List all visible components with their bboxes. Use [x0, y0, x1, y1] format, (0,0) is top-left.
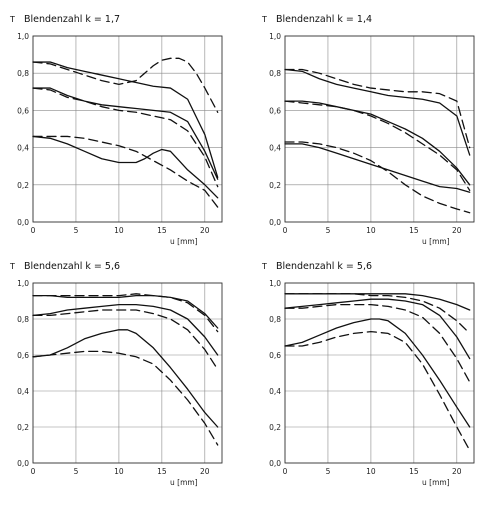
panel-1-xtick-label: 5 [74, 226, 79, 235]
panel-2-title: T Blendenzahl k = 1,4 [262, 14, 372, 25]
panel-3-xtick-label: 0 [31, 467, 36, 476]
panel-1-ylabel: T [10, 15, 15, 24]
panel-4-series-2-line [284, 293, 471, 335]
panel-1-plot: 0,0 0,2 0,4 0,6 0,8 1,0 0 5 10 15 20u [mm] [17, 32, 223, 246]
panel-2-xtick-label: 15 [409, 226, 419, 235]
panel-1-ytick-label: 1,0 [17, 32, 29, 41]
panel-4-title: T Blendenzahl k = 5,6 [262, 261, 372, 272]
panel-2-plot: 0,0 0,2 0,4 0,6 0,8 1,0 0 5 10 15 20u [mm] [269, 32, 475, 246]
panel-3-xtick-label: 15 [157, 467, 167, 476]
panel-4-xtick-label: 15 [409, 467, 419, 476]
panel-2-xtick-label: 0 [283, 226, 288, 235]
panel-2-series-6-line [284, 141, 471, 214]
panel-4-series-3-line [284, 298, 471, 360]
panel-1-series-3-line [32, 87, 219, 180]
panel-2-series-4-line [284, 100, 471, 192]
panel-2-xtick-label: 20 [452, 226, 462, 235]
panel-2-frame [284, 35, 475, 223]
panel-2-ylabel: T [262, 15, 267, 24]
panel-4-ytick-label: 0,6 [269, 351, 281, 360]
panel-3-ylabel: T [10, 262, 15, 271]
panel-2-series-5-line [284, 143, 471, 193]
panel-1-ytick-label: 0,6 [17, 106, 29, 115]
panel-4-ytick-label: 1,0 [269, 279, 281, 288]
panel-2-xlabel: u [mm] [422, 237, 450, 246]
panel-1-xtick-label: 15 [157, 226, 167, 235]
panel-4-series-5-line [284, 318, 471, 428]
panel-3-xtick-label: 10 [114, 467, 124, 476]
panel-2-xtick-label: 10 [366, 226, 376, 235]
panel-1-ytick-label: 0,2 [17, 181, 29, 190]
panel-2-ytick-label: 0,0 [269, 218, 281, 227]
panel-3-series-4-line [32, 309, 219, 371]
panel-3-plot: 0,0 0,2 0,4 0,6 0,8 1,0 0 5 10 15 20u [mm] [17, 279, 223, 487]
panel-4-series-6-line [284, 330, 471, 452]
panel-4-ylabel: T [262, 262, 267, 271]
panel-3-frame [32, 282, 223, 464]
panel-2-xtick-label: 5 [326, 226, 331, 235]
panel-2-series-1-line [284, 68, 471, 156]
panel-3-series-3-line [32, 303, 219, 356]
panel-4-series-4-line [284, 303, 471, 383]
panel-3-xtick-label: 5 [74, 467, 79, 476]
panel-3-series-1-line [32, 294, 219, 329]
panel-3-ytick-label: 0,8 [17, 315, 29, 324]
panel-3-series-2-line [32, 293, 219, 333]
panel-3-ytick-label: 0,2 [17, 423, 29, 432]
panel-4-xtick-label: 20 [452, 467, 462, 476]
panel-3-series-5-line [32, 329, 219, 428]
panel-1-title-text: Blendenzahl k = 1,7 [24, 14, 121, 25]
panel-2-title-text: Blendenzahl k = 1,4 [276, 14, 373, 25]
panel-1-xtick-label: 0 [31, 226, 36, 235]
panel-1-series-4-line [32, 87, 219, 188]
panel-2-ytick-label: 0,6 [269, 106, 281, 115]
panel-3-title: T Blendenzahl k = 5,6 [10, 261, 120, 272]
panel-1-ytick-label: 0,0 [17, 218, 29, 227]
panel-1-ytick-label: 0,8 [17, 69, 29, 78]
panel-2-series-2-line [284, 68, 471, 149]
panel-4-ytick-label: 0,4 [269, 387, 281, 396]
panel-4-title-text: Blendenzahl k = 5,6 [276, 261, 373, 272]
panel-4-plot: 0,0 0,2 0,4 0,6 0,8 1,0 0 5 10 15 20u [mm] [269, 279, 475, 487]
panel-4-xtick-label: 0 [283, 467, 288, 476]
panel-2-ytick-label: 1,0 [269, 32, 281, 41]
panel-1-xtick-label: 20 [200, 226, 210, 235]
panel-3-xtick-label: 20 [200, 467, 210, 476]
panel-1-xlabel: u [mm] [170, 237, 198, 246]
panel-2-ytick-label: 0,8 [269, 69, 281, 78]
panel-2-ytick-label: 0,4 [269, 144, 281, 153]
panel-3-title-text: Blendenzahl k = 5,6 [24, 261, 121, 272]
panel-1-series-6-line [32, 135, 219, 208]
panel-4-ytick-label: 0,0 [269, 459, 281, 468]
panel-3-ytick-label: 1,0 [17, 279, 29, 288]
panel-1-series-1-line [32, 61, 219, 179]
panel-4-xtick-label: 10 [366, 467, 376, 476]
panel-2-ytick-label: 0,2 [269, 181, 281, 190]
panel-3-ytick-label: 0,6 [17, 351, 29, 360]
panel-4-ytick-label: 0,8 [269, 315, 281, 324]
panel-1-xtick-label: 10 [114, 226, 124, 235]
panel-1-title: T Blendenzahl k = 1,7 [10, 14, 120, 25]
panel-1-series-5-line [32, 135, 219, 199]
panel-4-xtick-label: 5 [326, 467, 331, 476]
panel-4-ytick-label: 0,2 [269, 423, 281, 432]
panel-3-ytick-label: 0,4 [17, 387, 29, 396]
panel-3-xlabel: u [mm] [170, 478, 198, 487]
panel-3-ytick-label: 0,0 [17, 459, 29, 468]
panel-1-ytick-label: 0,4 [17, 144, 29, 153]
panel-1-series-2-line [32, 57, 219, 113]
panel-2-series-3-line [284, 100, 471, 186]
panel-1-frame [32, 35, 223, 223]
panel-3-series-6-line [32, 350, 219, 446]
panel-4-frame [284, 282, 475, 464]
panel-4-xlabel: u [mm] [422, 478, 450, 487]
